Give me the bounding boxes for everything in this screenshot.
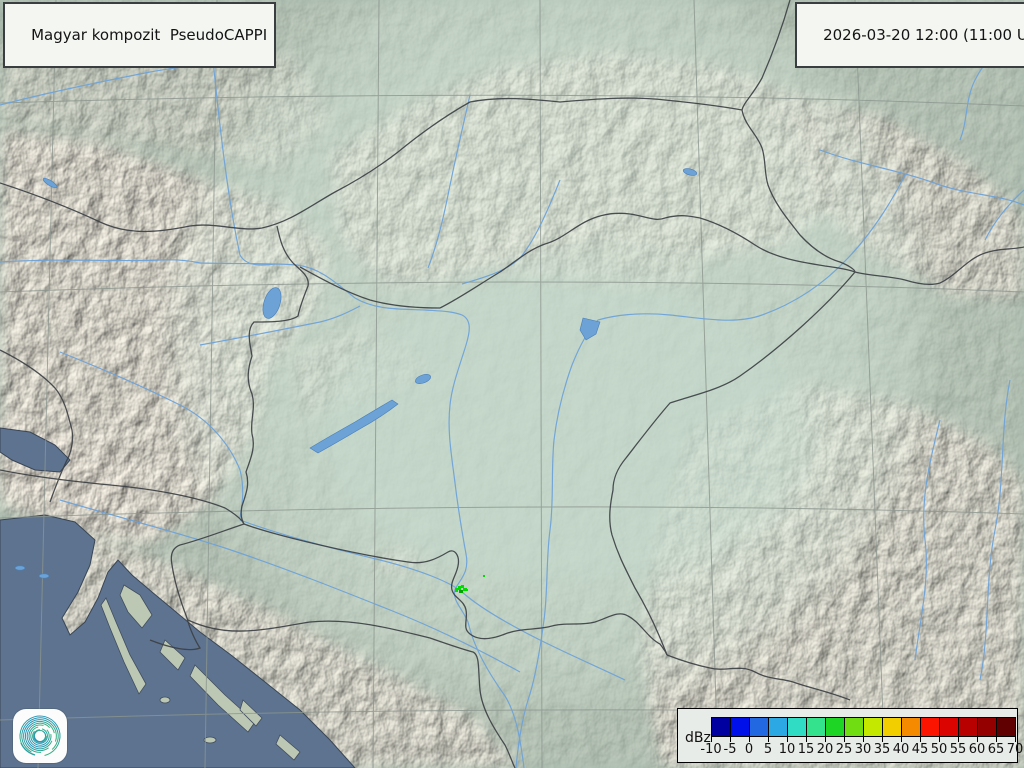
lake-balaton — [309, 399, 399, 454]
legend-tick — [768, 737, 769, 742]
legend-tick — [882, 737, 883, 742]
legend-swatch — [901, 717, 921, 737]
radar-echo — [455, 575, 485, 593]
legend-swatch — [920, 717, 940, 737]
legend-tick-label: 5 — [763, 742, 773, 757]
legend-swatch — [768, 717, 788, 737]
legend-unit-label: dBz — [685, 730, 711, 746]
legend-swatch — [730, 717, 750, 737]
legend-swatch — [711, 717, 731, 737]
legend-tick-label: 35 — [873, 742, 891, 757]
lake-velence — [415, 374, 431, 384]
legend-tick — [939, 737, 940, 742]
legend-tick — [711, 737, 712, 742]
legend-tick-label: 45 — [911, 742, 929, 757]
legend-tick — [749, 737, 750, 742]
lakes — [14, 168, 698, 579]
legend-tick-label: 20 — [816, 742, 834, 757]
legend-tick-label: 55 — [949, 742, 967, 757]
legend-tick — [787, 737, 788, 742]
legend-tick-label: 10 — [778, 742, 796, 757]
legend-tick — [1015, 737, 1016, 742]
legend-tick — [977, 737, 978, 742]
legend-tick — [825, 737, 826, 742]
legend-swatch — [787, 717, 807, 737]
legend-swatch — [977, 717, 997, 737]
timestamp-box: 2026-03-20 12:00 (11:00 UTC) — [795, 2, 1024, 68]
met-service-logo — [13, 709, 67, 763]
product-label: Magyar kompozit PseudoCAPPI — [31, 26, 268, 44]
legend-tick-label: 65 — [987, 742, 1005, 757]
legend-tick — [806, 737, 807, 742]
lake-tisza — [579, 317, 601, 341]
legend-tick-label: 60 — [968, 742, 986, 757]
spiral-logo-icon — [19, 715, 61, 757]
dbz-color-legend: dBz -10 -5 0 5 10 15 20 25 30 35 40 45 50 55 60 65 70 — [677, 708, 1023, 763]
legend-tick-label: -10 — [700, 742, 722, 757]
legend-tick-label: 70 — [1006, 742, 1024, 757]
legend-tick-label: 30 — [854, 742, 872, 757]
legend-tick — [863, 737, 864, 742]
legend-swatch — [825, 717, 845, 737]
legend-tick — [844, 737, 845, 742]
legend-tick — [901, 737, 902, 742]
legend-tick — [996, 737, 997, 742]
legend-tick — [730, 737, 731, 742]
rivers — [0, 29, 1024, 768]
legend-tick-label: 50 — [930, 742, 948, 757]
legend-tick-label: 0 — [744, 742, 754, 757]
legend-swatch — [844, 717, 864, 737]
legend-tick-label: 25 — [835, 742, 853, 757]
legend-tick-label: 40 — [892, 742, 910, 757]
legend-swatch — [863, 717, 883, 737]
legend-swatch — [939, 717, 959, 737]
legend-tick-label: 15 — [797, 742, 815, 757]
lake-neusiedl — [262, 287, 282, 319]
legend-swatch — [806, 717, 826, 737]
radar-coverage-area — [152, 0, 948, 722]
product-label-box: Magyar kompozit PseudoCAPPI — [3, 2, 277, 68]
legend-tick-label: -5 — [723, 742, 737, 757]
spiral-arcs — [19, 715, 61, 757]
legend-tick — [920, 737, 921, 742]
legend-swatch — [958, 717, 978, 737]
legend-tick — [958, 737, 959, 742]
legend-swatch — [749, 717, 769, 737]
legend-swatch — [996, 717, 1016, 737]
legend-swatch — [882, 717, 902, 737]
timestamp-label: 2026-03-20 12:00 (11:00 UTC) — [823, 26, 1024, 44]
